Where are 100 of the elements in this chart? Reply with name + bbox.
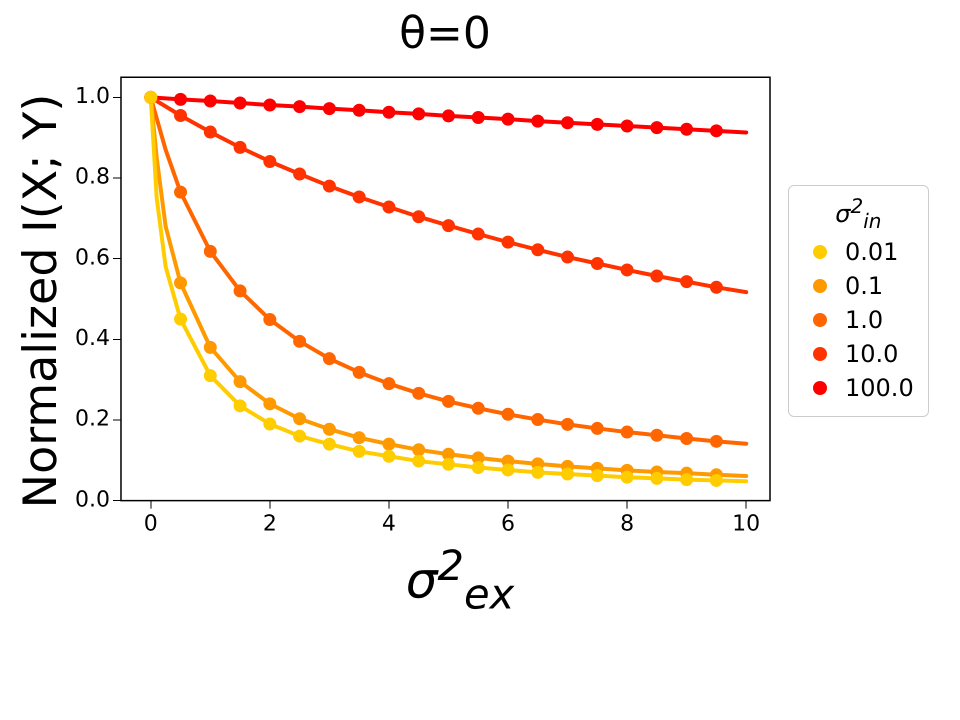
y-tick-label: 0.4 [74, 326, 110, 352]
y-tick-label: 0.8 [74, 164, 110, 190]
y-tick-label: 1.0 [74, 84, 110, 110]
point [442, 394, 455, 408]
point [680, 275, 694, 288]
legend-label: 0.01 [845, 238, 898, 266]
x-tick-label: 10 [732, 512, 760, 537]
point [590, 469, 604, 482]
point [561, 467, 574, 480]
point [263, 397, 276, 410]
point [293, 100, 306, 114]
point [412, 210, 426, 224]
point [234, 284, 247, 298]
point [620, 263, 634, 276]
point [680, 122, 694, 136]
point [293, 334, 306, 348]
x-tick-label: 8 [620, 512, 634, 537]
x-tick-label: 4 [382, 512, 396, 537]
point [322, 102, 336, 116]
point [234, 140, 247, 154]
point [263, 154, 276, 168]
point [412, 443, 426, 456]
point [472, 402, 485, 415]
y-tick-label: 0.6 [74, 245, 110, 270]
point [561, 250, 574, 264]
point [590, 256, 604, 270]
point [204, 94, 217, 108]
point [650, 269, 664, 282]
point [620, 426, 634, 439]
point [442, 109, 455, 122]
point [204, 126, 217, 139]
x-tick-label: 6 [501, 512, 516, 537]
point [590, 422, 604, 435]
point [174, 109, 188, 122]
point [382, 200, 396, 214]
point [502, 463, 515, 476]
point [680, 473, 694, 486]
point [234, 96, 247, 110]
point [412, 454, 426, 468]
point [204, 369, 217, 382]
point [442, 219, 455, 232]
point [650, 472, 664, 485]
point [204, 244, 217, 258]
point [561, 116, 574, 130]
point [263, 313, 276, 326]
point [352, 104, 366, 117]
point [502, 408, 515, 421]
point [293, 412, 306, 426]
point [204, 340, 217, 354]
point [263, 98, 276, 112]
point [710, 474, 723, 487]
point [412, 386, 426, 400]
x-tick-label: 2 [262, 512, 277, 537]
chart-title: θ=0 [398, 8, 492, 59]
legend-label: 0.1 [845, 272, 884, 300]
point [234, 399, 247, 412]
point [174, 186, 188, 199]
point [472, 461, 485, 474]
point [620, 119, 634, 132]
point [531, 466, 544, 479]
point [382, 450, 396, 463]
point [174, 276, 188, 290]
point [412, 107, 426, 120]
point [382, 106, 396, 119]
point [502, 112, 515, 126]
point [502, 236, 515, 249]
legend-label: 100.0 [845, 374, 914, 402]
y-tick-label: 0.2 [74, 406, 110, 432]
point [263, 417, 276, 430]
point [234, 375, 247, 388]
point [293, 430, 306, 443]
point [293, 167, 306, 180]
legend-label: 1.0 [845, 306, 884, 334]
point [680, 432, 694, 445]
point [710, 434, 723, 448]
y-tick-label: 0.0 [74, 487, 110, 512]
point [442, 458, 455, 471]
x-tick-label: 0 [144, 512, 158, 537]
point [650, 121, 664, 134]
point [561, 418, 574, 431]
point [472, 228, 485, 241]
point [650, 428, 664, 442]
legend-label: 10.0 [845, 340, 898, 368]
point [352, 190, 366, 204]
y-axis-title: Normalized I(X; Y) [13, 94, 67, 508]
point [352, 444, 366, 458]
point [322, 180, 336, 193]
point [620, 470, 634, 484]
point [590, 118, 604, 131]
point [531, 413, 544, 426]
point [382, 377, 396, 390]
point [352, 431, 366, 444]
point [322, 352, 336, 366]
point [322, 422, 336, 436]
point [531, 243, 544, 256]
point [382, 438, 396, 451]
point [174, 92, 188, 106]
point [710, 280, 723, 294]
point [531, 114, 544, 128]
point [174, 312, 188, 326]
